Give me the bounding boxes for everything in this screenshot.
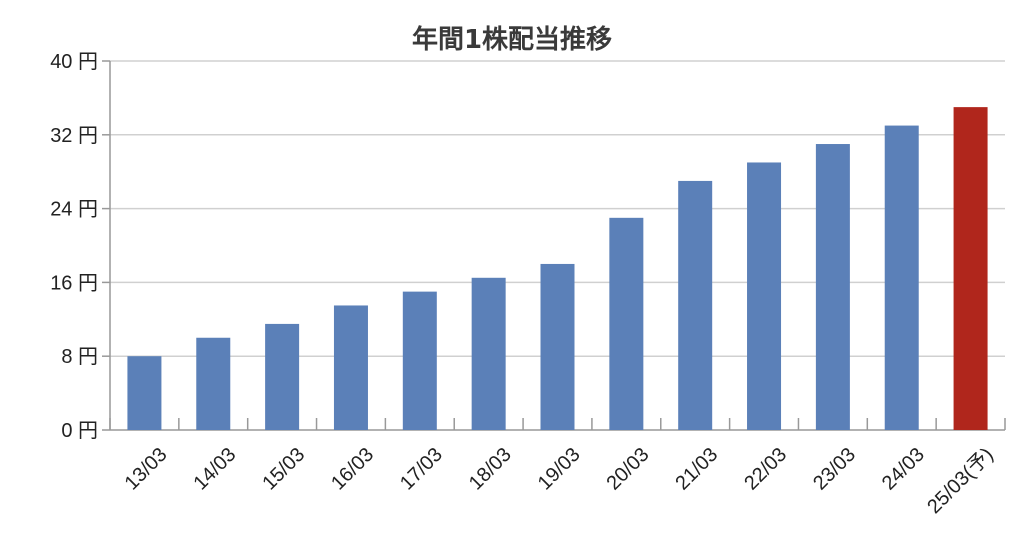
bar-16/03 <box>333 305 368 430</box>
bar-20/03 <box>609 217 644 430</box>
bars <box>127 107 988 430</box>
y-tick-label: 16 円 <box>50 272 98 294</box>
bar-21/03 <box>678 180 713 430</box>
y-tick-label: 32 円 <box>50 125 98 147</box>
bar-13/03 <box>127 356 162 430</box>
x-tick-label: 19/03 <box>534 444 585 495</box>
x-tick-labels: 13/03 14/03 15/03 16/03 17/03 18/03 19/03 20/03… <box>121 444 998 519</box>
bar-22/03 <box>747 162 782 430</box>
chart-title: 年間1株配当推移 <box>412 24 612 55</box>
bar-17/03 <box>402 291 437 430</box>
bar-23/03 <box>815 144 850 430</box>
x-tick-label: 20/03 <box>603 444 654 495</box>
y-tick-label: 0 円 <box>61 420 98 442</box>
bar-19/03 <box>540 263 575 430</box>
y-tick-labels: 0 円 8 円 16 円 24 円 32 円 40 円 <box>50 51 98 442</box>
x-tick-label: 14/03 <box>189 444 240 495</box>
x-tick-label: 21/03 <box>671 444 722 495</box>
x-tick-label: 13/03 <box>121 444 172 495</box>
y-tick-label: 24 円 <box>50 199 98 221</box>
x-tick-label: 15/03 <box>258 444 309 495</box>
bar-24/03 <box>884 125 919 430</box>
bar-18/03 <box>471 277 506 430</box>
x-tick-label: 25/03(予) <box>923 444 998 519</box>
x-tick-label: 23/03 <box>809 444 860 495</box>
x-tick-label: 22/03 <box>740 444 791 495</box>
bar-25/03(予) <box>953 107 988 430</box>
bar-14/03 <box>196 337 231 430</box>
x-tick-label: 24/03 <box>878 444 929 495</box>
gridlines <box>110 60 1005 357</box>
y-tick-label: 40 円 <box>50 51 98 73</box>
x-tick-label: 17/03 <box>396 444 447 495</box>
y-tick-label: 8 円 <box>61 346 98 368</box>
x-tick-label: 18/03 <box>465 444 516 495</box>
x-tick-label: 16/03 <box>327 444 378 495</box>
bar-15/03 <box>265 323 300 430</box>
